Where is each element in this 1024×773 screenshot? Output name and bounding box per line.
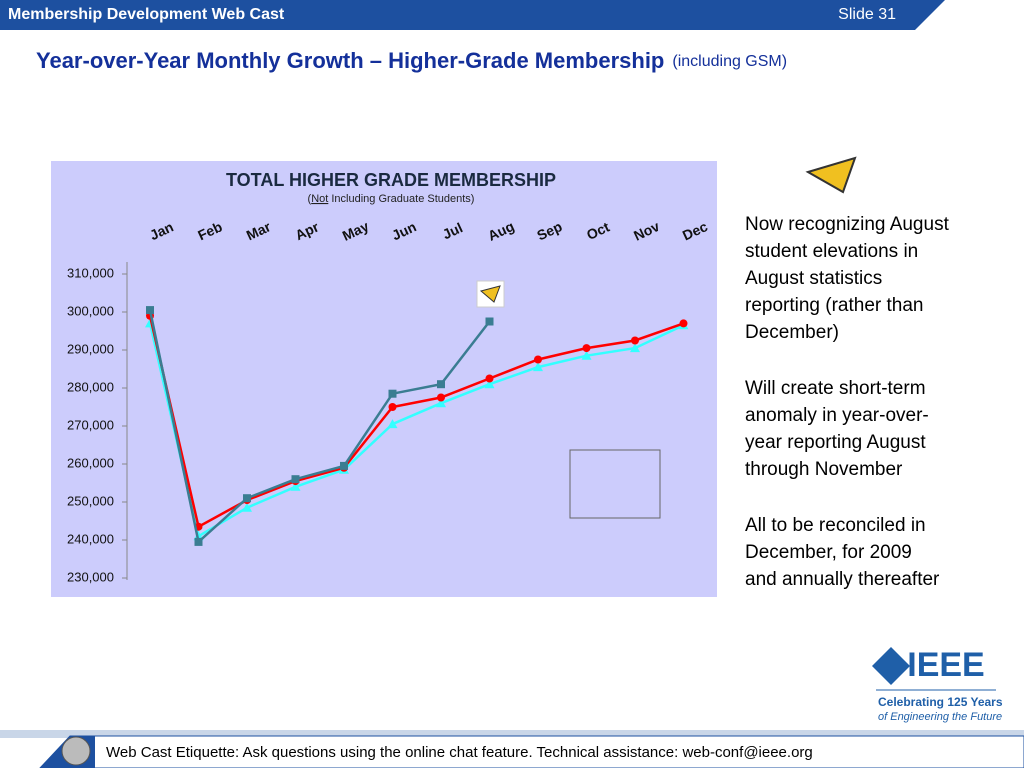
header-bar	[0, 0, 945, 30]
marker	[291, 475, 300, 484]
note-line: December, for 2009	[745, 542, 912, 563]
note-line: through November	[745, 459, 903, 480]
marker	[387, 419, 398, 429]
marker	[485, 374, 494, 383]
y-tick-label: 270,000	[67, 417, 114, 432]
chart-subtitle: (Not Including Graduate Students)	[308, 193, 475, 205]
ieee-logo: IEEE Celebrating 125 Years of Engineerin…	[872, 646, 1003, 723]
y-tick-label: 260,000	[67, 455, 114, 470]
y-tick-label: 280,000	[67, 379, 114, 394]
marker	[484, 379, 495, 389]
marker	[388, 389, 397, 398]
note-line: Will create short-term	[745, 378, 926, 399]
marker	[194, 537, 203, 546]
slide-number: Slide 31	[838, 6, 896, 23]
subtitle-part: Including Graduate Students)	[328, 193, 474, 205]
marker	[290, 481, 301, 491]
marker	[533, 362, 543, 372]
notes: Now recognizing August student elevations…	[745, 214, 950, 590]
marker	[581, 350, 592, 360]
marker	[243, 494, 251, 503]
y-tick-label: 300,000	[67, 303, 114, 318]
note-line: reporting (rather than	[745, 295, 924, 316]
note-line: Now recognizing August	[745, 214, 950, 235]
x-tick-label: Jul	[440, 219, 465, 242]
y-tick-label: 250,000	[67, 493, 114, 508]
note-line: anomaly in year-over-	[745, 405, 929, 426]
header-title: Membership Development Web Cast	[8, 6, 285, 23]
marker	[631, 336, 639, 345]
marker	[485, 317, 494, 326]
note-line: December)	[745, 322, 839, 343]
y-tick-label: 310,000	[67, 265, 114, 280]
marker	[437, 393, 445, 402]
subtitle-part: (	[308, 193, 312, 205]
note-line: All to be reconciled in	[745, 515, 926, 536]
annotation-icon	[476, 280, 505, 308]
legend-box	[569, 449, 661, 519]
slide-title: Year-over-Year Monthly Growth – Higher-G…	[36, 48, 787, 73]
y-tick-label: 240,000	[67, 531, 114, 546]
marker	[388, 403, 397, 411]
marker	[146, 306, 154, 315]
slide-title-main: Year-over-Year Monthly Growth – Higher-G…	[36, 48, 664, 73]
logo-line2: of Engineering the Future	[878, 711, 1002, 723]
series-line	[148, 309, 491, 545]
footer-icon	[61, 736, 91, 766]
marker	[534, 355, 542, 364]
slide-title-note: (including GSM)	[672, 53, 787, 70]
logo-name: IEEE	[907, 646, 984, 684]
marker	[582, 344, 591, 353]
subtitle-part: Not	[311, 193, 328, 205]
note-icon	[805, 156, 857, 194]
note-line: August statistics	[745, 268, 882, 289]
marker	[242, 502, 252, 512]
note-line: and annually thereafter	[745, 569, 940, 590]
note-line: year reporting August	[745, 432, 926, 453]
y-tick-label: 230,000	[67, 569, 114, 584]
marker	[437, 380, 445, 389]
marker	[340, 461, 348, 470]
marker	[679, 319, 688, 328]
footer-strip	[0, 730, 1024, 738]
chart-title: TOTAL HIGHER GRADE MEMBERSHIP	[226, 170, 556, 190]
series-line	[148, 323, 685, 539]
marker	[630, 343, 640, 353]
marker	[436, 398, 446, 408]
logo-line1: Celebrating 125 Years	[878, 695, 1003, 709]
y-tick-label: 290,000	[67, 341, 114, 356]
footer-text: Web Cast Etiquette: Ask questions using …	[106, 744, 813, 761]
note-line: student elevations in	[745, 241, 918, 262]
